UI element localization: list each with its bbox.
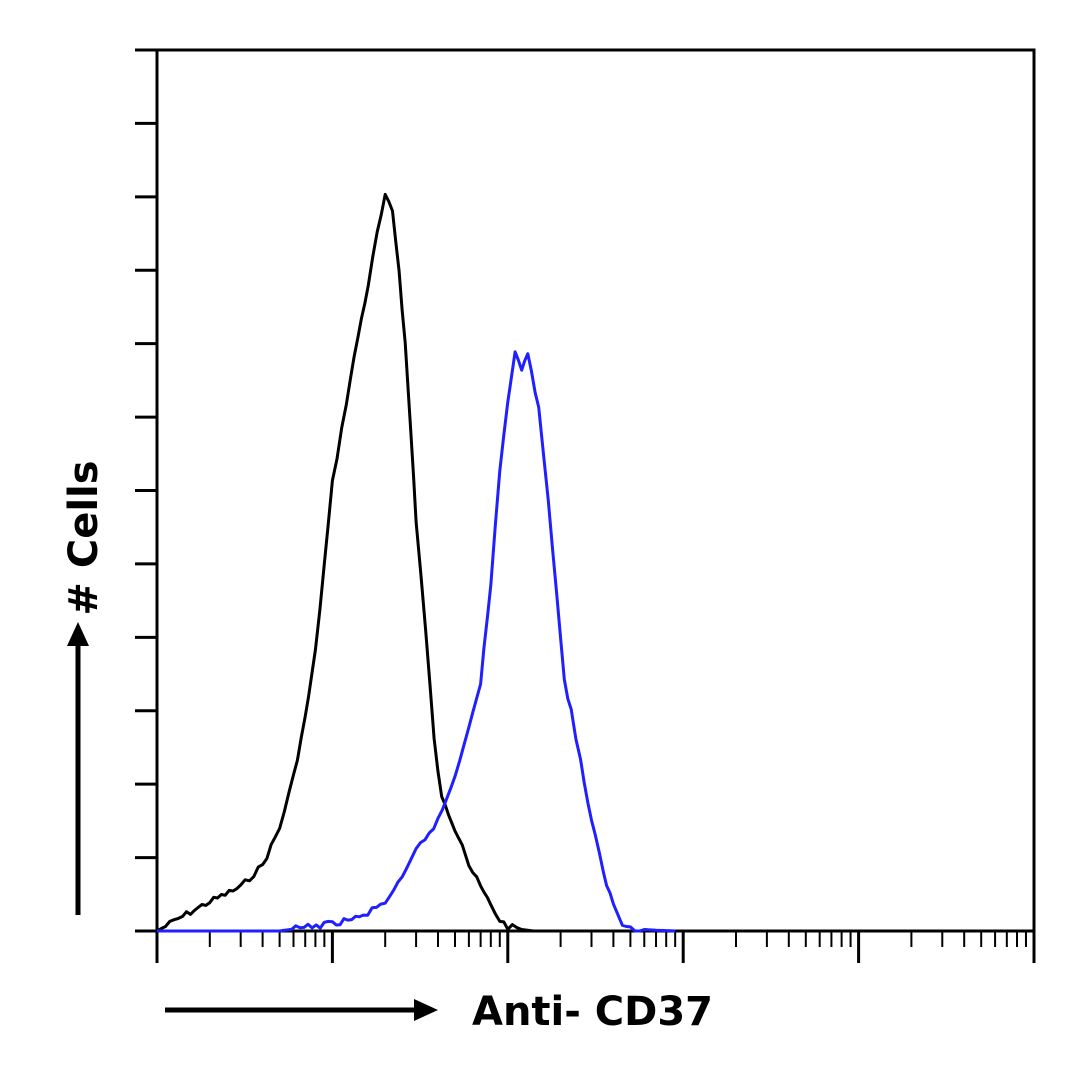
x-axis-arrow-head	[414, 999, 438, 1021]
axes	[135, 48, 1036, 963]
y-axis-arrow-head	[67, 622, 89, 646]
x-axis-label: Anti- CD37	[472, 989, 713, 1035]
series-group	[156, 192, 676, 933]
y-axis-arrow	[67, 622, 89, 915]
series-line-1	[156, 192, 534, 933]
y-axis-label: # Cells	[61, 460, 107, 615]
x-axis-arrow	[165, 999, 438, 1021]
series-line-2	[157, 350, 676, 933]
